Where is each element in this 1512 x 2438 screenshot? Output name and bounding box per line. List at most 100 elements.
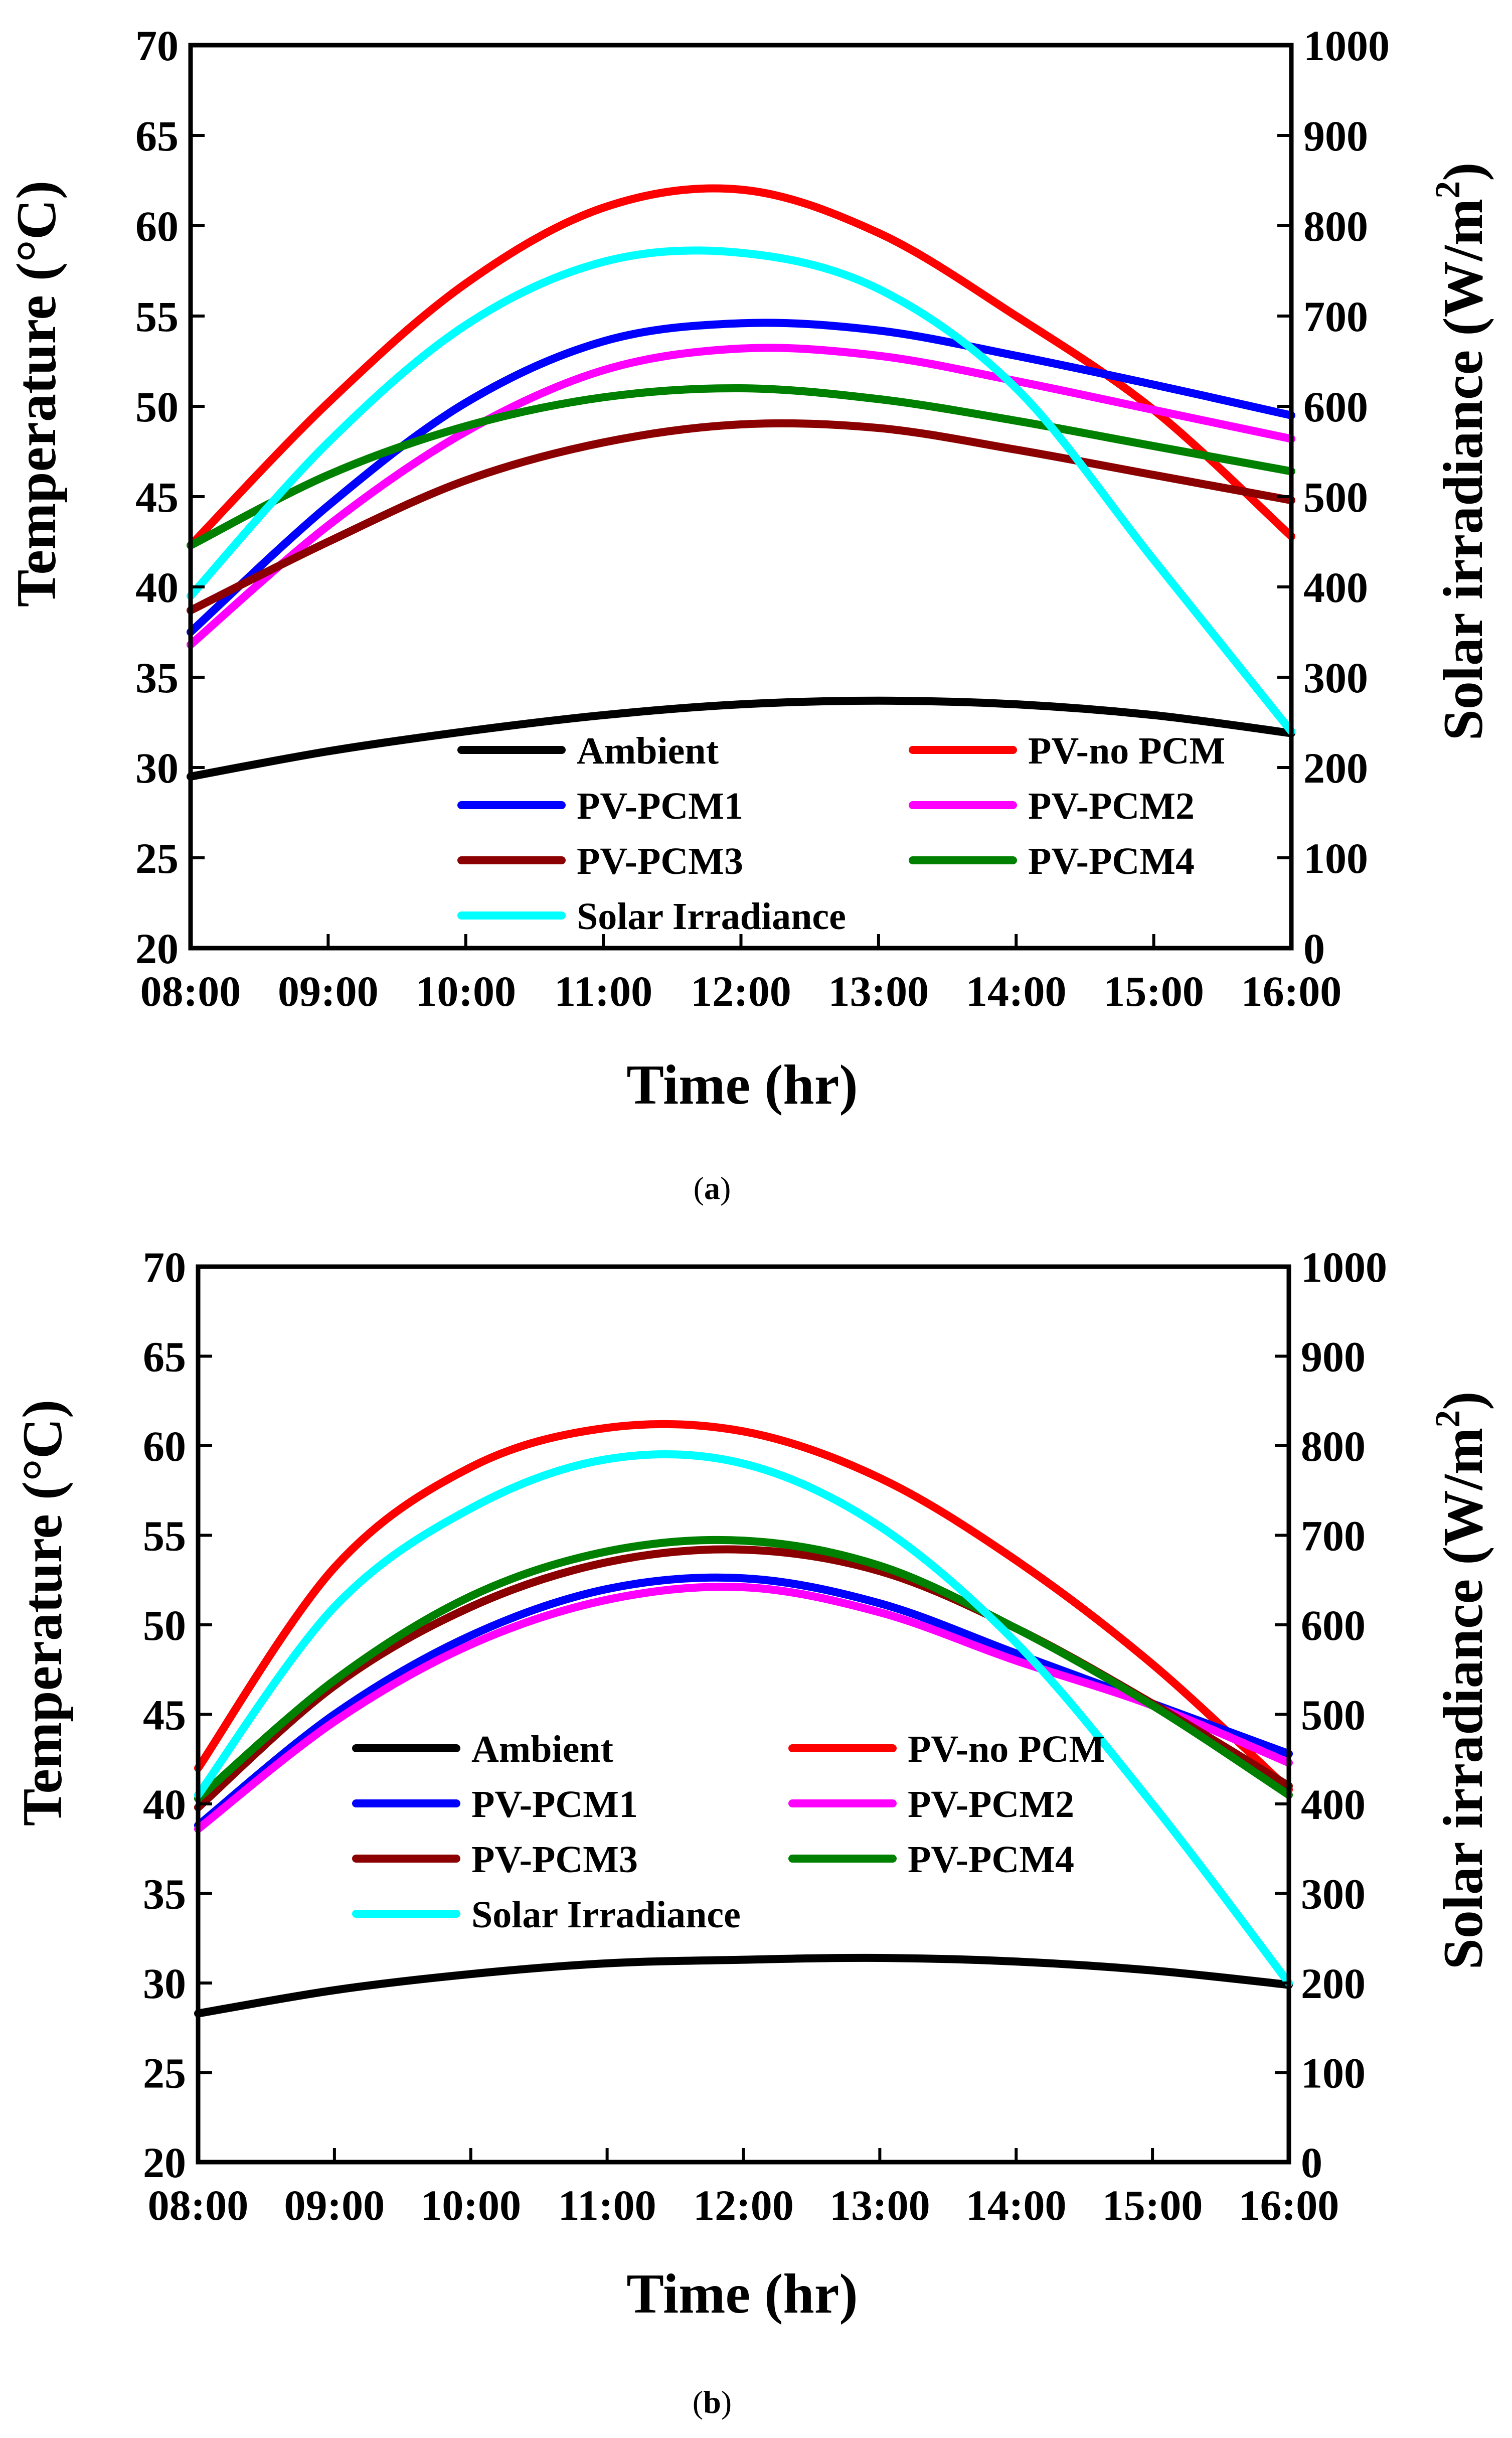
legend-item: PV-PCM4 <box>788 1839 1074 1881</box>
y-tick-label: 25 <box>143 2049 186 2097</box>
axis-ticks: 2025303540455055606570010020030040050060… <box>135 22 1390 1015</box>
chart-panel-b: Temperature (°C) Solar irradiance (W/m2)… <box>12 1243 1494 2420</box>
y2-tick-label: 800 <box>1303 202 1368 250</box>
y-axis-label: Temperature (°C) <box>6 181 68 607</box>
legend-label: PV-PCM3 <box>471 1839 638 1881</box>
y2-tick-label: 800 <box>1301 1422 1366 1470</box>
x-tick-label: 10:00 <box>420 2181 521 2229</box>
legend-item: PV-no PCM <box>909 730 1225 772</box>
x-tick-label: 09:00 <box>278 967 379 1015</box>
y-tick-label: 35 <box>143 1870 186 1918</box>
legend-item: PV-PCM2 <box>909 785 1195 827</box>
series-line-pv-pcm4 <box>187 384 1295 550</box>
y-tick-label: 40 <box>143 1780 186 1828</box>
axes-frame <box>196 1264 1291 2165</box>
y2-tick-label: 900 <box>1303 112 1368 160</box>
y-tick-label: 20 <box>143 2139 186 2187</box>
legend-item: PV-PCM3 <box>457 840 743 882</box>
x-tick-label: 16:00 <box>1241 967 1342 1015</box>
x-tick-label: 08:00 <box>140 967 241 1015</box>
legend-label: Ambient <box>471 1728 613 1770</box>
y2-tick-label: 500 <box>1303 473 1368 521</box>
y2-axis-label: Solar irradiance (W/m2) <box>1429 163 1494 741</box>
legend-item: PV-no PCM <box>788 1728 1105 1770</box>
y-tick-label: 30 <box>143 1959 186 2008</box>
y2-tick-label: 200 <box>1301 1959 1366 2008</box>
legend-label: PV-PCM2 <box>1028 785 1195 827</box>
legend-item: PV-PCM1 <box>457 785 743 827</box>
y2-tick-label: 100 <box>1303 834 1368 882</box>
y-tick-label: 55 <box>135 292 179 341</box>
legend-item: Solar Irradiance <box>457 895 846 938</box>
legend-label: PV-PCM1 <box>471 1783 638 1825</box>
y-tick-label: 50 <box>143 1601 186 1649</box>
legend-label: PV-PCM3 <box>577 840 743 882</box>
legend-label: PV-PCM4 <box>1028 840 1195 882</box>
y2-tick-label: 600 <box>1303 383 1368 431</box>
legend-item: Solar Irradiance <box>352 1894 741 1936</box>
series-line-pv-pcm4 <box>194 1536 1293 1803</box>
x-tick-label: 15:00 <box>1103 967 1204 1015</box>
panel-caption: (a) <box>694 1170 731 1206</box>
y2-tick-label: 900 <box>1301 1333 1366 1381</box>
x-tick-label: 14:00 <box>966 967 1067 1015</box>
legend-item: PV-PCM3 <box>352 1839 638 1881</box>
panel-caption: (b) <box>693 2384 732 2420</box>
series-lines <box>187 184 1295 781</box>
y2-tick-label: 1000 <box>1301 1243 1387 1291</box>
y-axis-label: Temperature (°C) <box>12 1400 74 1826</box>
x-tick-label: 13:00 <box>828 967 929 1015</box>
series-line-solar-irradiance <box>187 246 1295 735</box>
y2-tick-label: 500 <box>1301 1691 1366 1739</box>
y2-tick-label: 400 <box>1301 1780 1366 1828</box>
x-axis-label: Time (hr) <box>626 1054 858 1116</box>
legend-label: PV-PCM1 <box>577 785 743 827</box>
series-line-solar-irradiance <box>194 1450 1293 1987</box>
y2-tick-label: 300 <box>1301 1870 1366 1918</box>
x-tick-label: 08:00 <box>148 2181 249 2229</box>
y2-tick-label: 300 <box>1303 654 1368 702</box>
x-tick-label: 11:00 <box>554 967 652 1015</box>
series-lines <box>194 1420 1293 2018</box>
legend: Ambient PV-no PCM PV-PCM1 PV-PCM2 PV-PCM3 PV-… <box>457 730 1225 938</box>
series-line-ambient <box>194 1953 1293 2018</box>
legend-label: PV-PCM2 <box>908 1783 1074 1825</box>
series-line-pv-no-pcm <box>194 1420 1293 1794</box>
y-tick-label: 45 <box>135 473 179 521</box>
y-tick-label: 50 <box>135 383 179 431</box>
y2-tick-label: 100 <box>1301 2049 1366 2097</box>
y2-tick-label: 400 <box>1303 563 1368 612</box>
series-line-pv-pcm2 <box>194 1583 1293 1833</box>
y2-tick-label: 1000 <box>1303 22 1390 70</box>
x-tick-label: 14:00 <box>966 2181 1067 2229</box>
y-tick-label: 70 <box>143 1243 186 1291</box>
legend-item: PV-PCM4 <box>909 840 1195 882</box>
y2-tick-label: 700 <box>1301 1512 1366 1560</box>
legend-item: Ambient <box>457 730 719 772</box>
y2-tick-label: 0 <box>1301 2139 1322 2187</box>
legend-label: Solar Irradiance <box>471 1894 741 1936</box>
series-line-ambient <box>187 696 1295 781</box>
x-tick-label: 11:00 <box>558 2181 656 2229</box>
legend-item: PV-PCM1 <box>352 1783 638 1825</box>
x-tick-label: 13:00 <box>829 2181 930 2229</box>
y-tick-label: 65 <box>143 1333 186 1381</box>
x-axis-label: Time (hr) <box>626 2263 858 2325</box>
y-tick-label: 45 <box>143 1691 186 1739</box>
y-tick-label: 30 <box>135 744 179 792</box>
y2-axis-label: Solar irradiance (W/m2) <box>1429 1392 1494 1970</box>
series-line-pv-pcm1 <box>187 319 1295 636</box>
legend-label: Solar Irradiance <box>577 895 846 938</box>
y2-tick-label: 0 <box>1303 925 1325 973</box>
legend-label: PV-PCM4 <box>908 1839 1074 1881</box>
x-tick-label: 15:00 <box>1102 2181 1203 2229</box>
x-tick-label: 10:00 <box>415 967 516 1015</box>
y2-tick-label: 600 <box>1301 1601 1366 1649</box>
y-tick-label: 55 <box>143 1512 186 1560</box>
y-tick-label: 25 <box>135 834 179 882</box>
y-tick-label: 70 <box>135 22 179 70</box>
legend-label: Ambient <box>577 730 719 772</box>
x-tick-label: 09:00 <box>284 2181 385 2229</box>
y-tick-label: 35 <box>135 654 179 702</box>
